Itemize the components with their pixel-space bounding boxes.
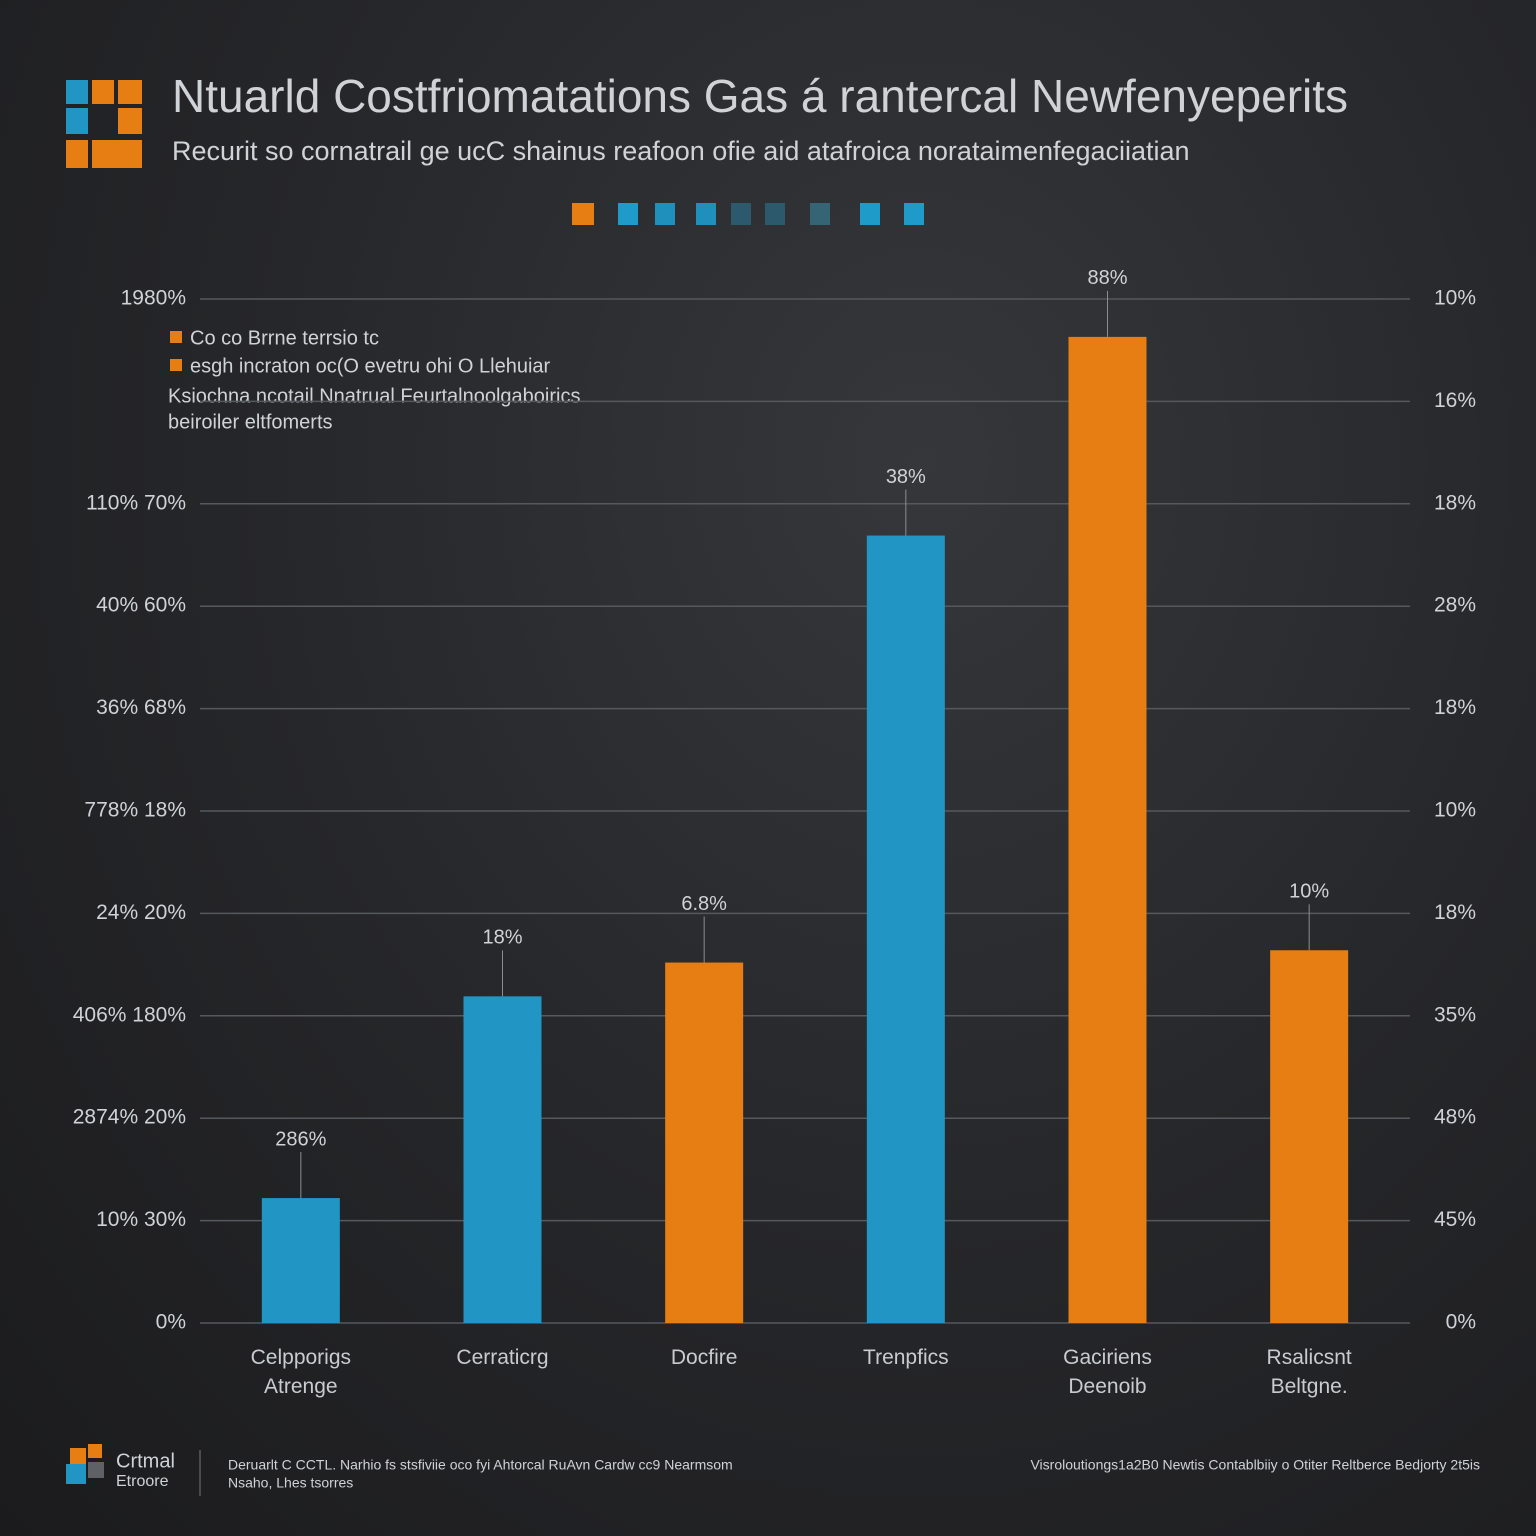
- color-strip: [572, 203, 924, 225]
- bar: [665, 962, 744, 1323]
- y-tick-label: 18%: [1434, 696, 1476, 719]
- x-tick-label: Celpporigs Atrenge: [250, 1346, 352, 1398]
- bar-label: 10%: [1289, 881, 1329, 903]
- bar: [463, 996, 542, 1323]
- y2-tick-label: 778% 18%: [84, 799, 186, 822]
- footer-text: Deruarlt C CCTL. Narhio fs stsfiviie oco…: [228, 1457, 733, 1473]
- y-tick-label: 0%: [1446, 1311, 1476, 1334]
- y-tick-label: 18%: [1434, 491, 1476, 514]
- legend-swatch: [170, 331, 182, 343]
- logo-mark: [66, 80, 142, 168]
- logo-text: Crtmal: [116, 1450, 175, 1472]
- y-tick-label: 45%: [1434, 1208, 1476, 1231]
- bar-label: 38%: [886, 466, 926, 488]
- chart-title: Ntuarld Costfriomatations Gas á ranterca…: [172, 70, 1348, 122]
- y2-tick-label: 0%: [156, 1311, 186, 1334]
- x-tick-label: Cerraticrg: [456, 1346, 549, 1369]
- y-tick-label: 10%: [1434, 287, 1476, 310]
- y-tick-label: 48%: [1434, 1106, 1476, 1129]
- y2-tick-label: 1980%: [121, 287, 186, 310]
- bar: [1270, 950, 1349, 1323]
- y2-tick-label: 406% 180%: [73, 1003, 186, 1026]
- chart-subtitle: Recurit so cornatrail ge ucC shainus rea…: [172, 136, 1190, 166]
- y-tick-label: 16%: [1434, 389, 1476, 412]
- note: Ksiochna ncotail Nnatrual Feurtalnoolgab…: [168, 385, 580, 407]
- y2-tick-label: 2874% 20%: [73, 1106, 186, 1129]
- x-tick-label: Rsalicsnt Beltgne.: [1266, 1346, 1352, 1398]
- logo-text: Etroore: [116, 1473, 169, 1490]
- legend-note: Co co Brrne terrsio tc: [190, 327, 379, 349]
- bar-label: 286%: [275, 1128, 326, 1150]
- y-tick-label: 28%: [1434, 594, 1476, 617]
- footer-text: Visroloutiongs1a2B0 Newtis Contablbiiy o…: [1030, 1457, 1480, 1473]
- y2-tick-label: 24% 20%: [96, 901, 186, 924]
- x-tick-label: Docfire: [670, 1346, 738, 1369]
- bar: [261, 1198, 340, 1323]
- footer-text: Nsaho, Lhes tsorres: [228, 1475, 353, 1491]
- y-tick-label: 18%: [1434, 901, 1476, 924]
- y2-tick-label: 36% 68%: [96, 696, 186, 719]
- y2-tick-label: 10% 30%: [96, 1208, 186, 1231]
- bar: [866, 535, 945, 1323]
- y-tick-label: 35%: [1434, 1003, 1476, 1026]
- legend-swatch: [170, 359, 182, 371]
- y2-tick-label: 40% 60%: [96, 594, 186, 617]
- y2-tick-label: 110% 70%: [86, 491, 186, 514]
- bar-label: 88%: [1087, 267, 1127, 289]
- bar-label: 6.8%: [681, 893, 727, 915]
- y-tick-label: 10%: [1434, 799, 1476, 822]
- note: beiroiler eltfomerts: [168, 411, 333, 433]
- bar-label: 18%: [482, 927, 522, 949]
- bar: [1068, 336, 1147, 1323]
- x-tick-label: Gaciriens Deenoib: [1063, 1346, 1152, 1398]
- x-tick-label: Trenpfics: [863, 1346, 949, 1369]
- legend-note: esgh incraton oc(O evetru ohi O Llehuiar: [190, 355, 551, 377]
- footer-logo: [66, 1444, 201, 1496]
